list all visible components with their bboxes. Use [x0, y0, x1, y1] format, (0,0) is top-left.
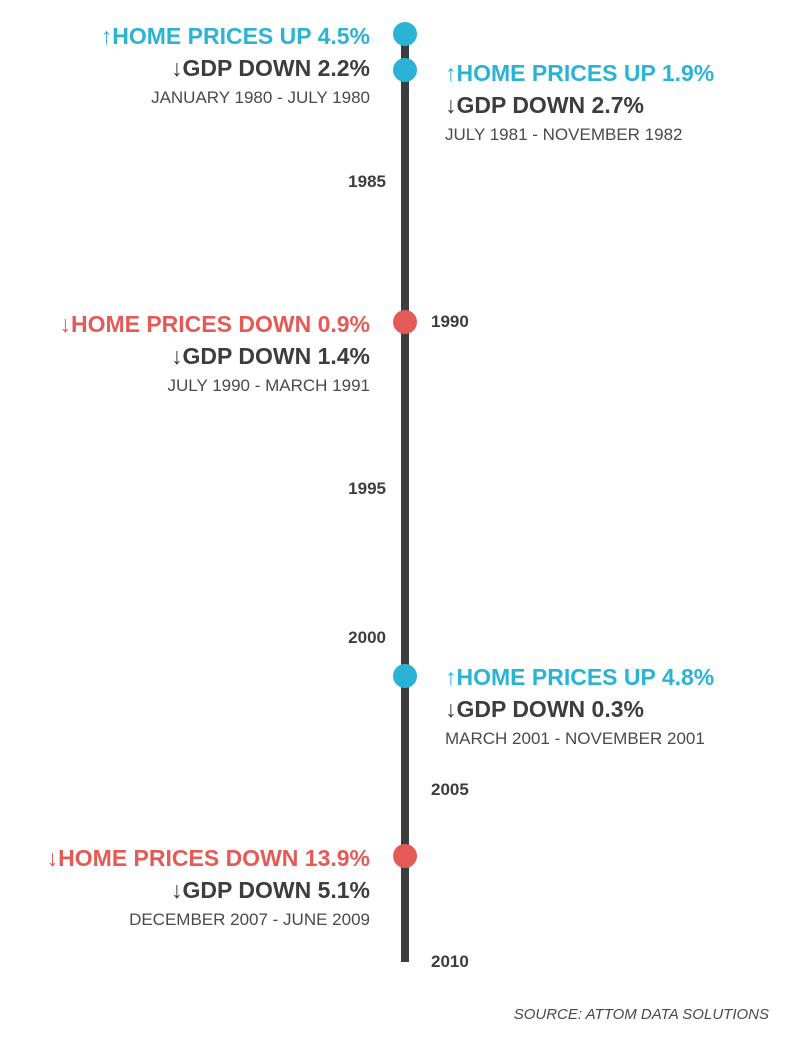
recession-period: DECEMBER 2007 - JUNE 2009 — [129, 910, 370, 929]
gdp-change: ↓GDP DOWN 1.4% — [171, 343, 370, 369]
timeline-line — [401, 30, 409, 962]
recession-event-1980: ↑HOME PRICES UP 4.5% ↓GDP DOWN 2.2% JANU… — [101, 20, 370, 111]
recession-event-2001: ↑HOME PRICES UP 4.8% ↓GDP DOWN 0.3% MARC… — [445, 661, 714, 752]
home-prices-change: ↑HOME PRICES UP 4.5% — [100, 23, 370, 49]
source-credit: SOURCE: ATTOM DATA SOLUTIONS — [513, 1006, 769, 1023]
gdp-change: ↓GDP DOWN 0.3% — [445, 696, 644, 722]
year-label-2000: 2000 — [348, 628, 386, 647]
home-prices-change: ↓HOME PRICES DOWN 0.9% — [59, 311, 370, 337]
year-label-1985: 1985 — [348, 172, 386, 191]
gdp-change: ↓GDP DOWN 2.2% — [171, 55, 370, 81]
timeline-dot-2001 — [393, 664, 417, 688]
gdp-change: ↓GDP DOWN 2.7% — [445, 92, 644, 118]
gdp-change: ↓GDP DOWN 5.1% — [171, 877, 370, 903]
year-label-1990: 1990 — [431, 312, 469, 331]
timeline-dot-2007 — [393, 844, 417, 868]
year-label-2005: 2005 — [431, 780, 469, 799]
recession-event-2007: ↓HOME PRICES DOWN 13.9% ↓GDP DOWN 5.1% D… — [47, 842, 370, 933]
recession-period: JULY 1990 - MARCH 1991 — [167, 376, 370, 395]
home-prices-change: ↑HOME PRICES UP 4.8% — [445, 664, 715, 690]
home-prices-change: ↑HOME PRICES UP 1.9% — [445, 60, 715, 86]
recession-period: JANUARY 1980 - JULY 1980 — [151, 88, 370, 107]
recession-event-1990: ↓HOME PRICES DOWN 0.9% ↓GDP DOWN 1.4% JU… — [59, 308, 370, 399]
timeline-dot-1990 — [393, 310, 417, 334]
timeline-dot-1980 — [393, 22, 417, 46]
year-label-2010: 2010 — [431, 952, 469, 971]
recession-event-1981: ↑HOME PRICES UP 1.9% ↓GDP DOWN 2.7% JULY… — [445, 57, 714, 148]
timeline-dot-1981 — [393, 58, 417, 82]
year-label-1995: 1995 — [348, 479, 386, 498]
recession-period: MARCH 2001 - NOVEMBER 2001 — [445, 729, 705, 748]
recession-period: JULY 1981 - NOVEMBER 1982 — [445, 125, 683, 144]
home-prices-change: ↓HOME PRICES DOWN 13.9% — [46, 845, 370, 871]
